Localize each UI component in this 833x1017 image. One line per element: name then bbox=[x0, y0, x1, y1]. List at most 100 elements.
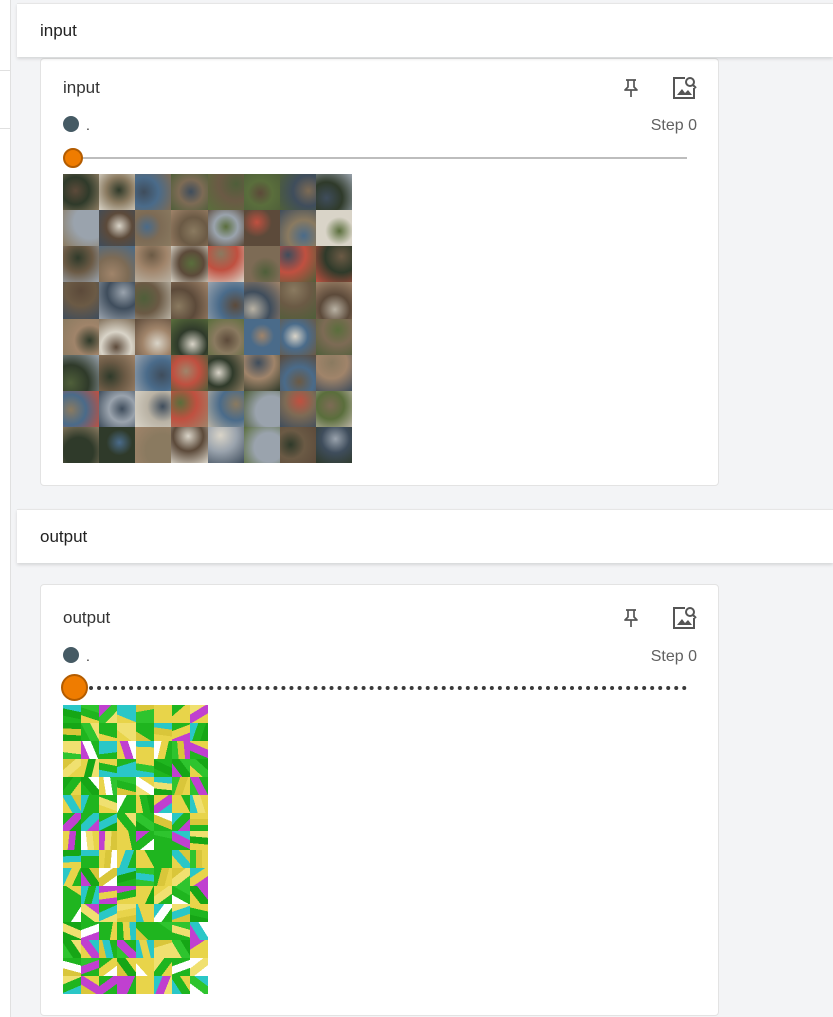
image-thumbnail bbox=[189, 831, 208, 850]
step-label: Step 0 bbox=[650, 117, 697, 134]
image-thumbnail bbox=[117, 705, 136, 724]
image-thumbnail bbox=[153, 939, 172, 958]
image-thumbnail bbox=[243, 282, 280, 319]
image-thumbnail bbox=[99, 957, 118, 976]
image-thumbnail bbox=[171, 318, 208, 355]
image-thumbnail bbox=[189, 759, 208, 778]
image-thumbnail bbox=[117, 741, 136, 760]
image-thumbnail bbox=[171, 813, 190, 832]
image-thumbnail bbox=[63, 705, 82, 724]
image-expand-icon[interactable] bbox=[669, 73, 699, 103]
image-thumbnail bbox=[171, 282, 208, 319]
image-thumbnail bbox=[81, 795, 100, 814]
left-sidebar bbox=[0, 0, 11, 1017]
image-thumbnail bbox=[63, 885, 82, 904]
image-thumbnail bbox=[171, 705, 190, 724]
image-thumbnail bbox=[171, 723, 190, 742]
image-thumbnail bbox=[171, 957, 190, 976]
image-thumbnail bbox=[279, 174, 316, 211]
image-thumbnail bbox=[171, 849, 190, 868]
image-thumbnail bbox=[189, 903, 208, 922]
image-thumbnail bbox=[279, 318, 316, 355]
image-thumbnail bbox=[153, 921, 172, 940]
pin-icon[interactable] bbox=[616, 73, 646, 103]
image-thumbnail bbox=[171, 795, 190, 814]
image-thumbnail bbox=[153, 975, 172, 994]
slider-thumb[interactable] bbox=[61, 674, 88, 701]
image-thumbnail bbox=[99, 867, 118, 886]
image-thumbnail bbox=[63, 849, 82, 868]
slider-thumb[interactable] bbox=[63, 148, 83, 168]
image-thumbnail bbox=[135, 723, 154, 742]
image-thumbnail bbox=[117, 813, 136, 832]
image-thumbnail bbox=[135, 318, 172, 355]
image-thumbnail bbox=[189, 795, 208, 814]
image-thumbnail bbox=[189, 813, 208, 832]
image-thumbnail bbox=[243, 210, 280, 247]
image-thumbnail bbox=[135, 390, 172, 427]
image-thumbnail bbox=[135, 867, 154, 886]
image-thumbnail bbox=[315, 174, 352, 211]
image-thumbnail bbox=[117, 849, 136, 868]
image-thumbnail bbox=[117, 975, 136, 994]
image-thumbnail bbox=[63, 831, 82, 850]
image-thumbnail bbox=[153, 957, 172, 976]
image-thumbnail bbox=[135, 759, 154, 778]
step-slider[interactable] bbox=[63, 146, 687, 170]
image-thumbnail bbox=[63, 390, 100, 427]
image-thumbnail bbox=[153, 759, 172, 778]
image-thumbnail bbox=[63, 282, 100, 319]
group-header-input[interactable]: input bbox=[17, 3, 833, 57]
image-expand-icon[interactable] bbox=[669, 603, 699, 633]
image-thumbnail bbox=[99, 705, 118, 724]
image-thumbnail bbox=[81, 939, 100, 958]
image-thumbnail bbox=[279, 246, 316, 283]
image-thumbnail bbox=[135, 426, 172, 463]
image-thumbnail bbox=[99, 939, 118, 958]
image-thumbnail bbox=[207, 210, 244, 247]
image-thumbnail bbox=[81, 867, 100, 886]
image-thumbnail bbox=[171, 939, 190, 958]
image-thumbnail bbox=[171, 174, 208, 211]
image-thumbnail bbox=[189, 849, 208, 868]
image-thumbnail bbox=[171, 390, 208, 427]
image-thumbnail bbox=[99, 777, 118, 796]
pin-icon[interactable] bbox=[616, 603, 646, 633]
dashboard-main: input input . Step 0 output output . Ste… bbox=[17, 0, 833, 1017]
image-thumbnail bbox=[117, 885, 136, 904]
image-thumbnail bbox=[63, 975, 82, 994]
image-thumbnail bbox=[315, 282, 352, 319]
image-thumbnail bbox=[243, 426, 280, 463]
image-thumbnail bbox=[135, 939, 154, 958]
image-thumbnail bbox=[207, 354, 244, 391]
image-thumbnail bbox=[171, 867, 190, 886]
image-thumbnail bbox=[99, 174, 136, 211]
image-thumbnail bbox=[63, 939, 82, 958]
image-thumbnail bbox=[81, 813, 100, 832]
image-thumbnail bbox=[153, 903, 172, 922]
image-thumbnail bbox=[207, 426, 244, 463]
image-thumbnail bbox=[81, 885, 100, 904]
step-slider[interactable] bbox=[61, 674, 687, 701]
image-thumbnail bbox=[99, 813, 118, 832]
image-thumbnail bbox=[243, 390, 280, 427]
image-thumbnail bbox=[189, 939, 208, 958]
image-thumbnail bbox=[135, 813, 154, 832]
image-thumbnail bbox=[135, 210, 172, 247]
image-thumbnail bbox=[117, 939, 136, 958]
image-thumbnail bbox=[153, 885, 172, 904]
image-thumbnail bbox=[153, 813, 172, 832]
step-label: Step 0 bbox=[650, 648, 697, 665]
image-thumbnail bbox=[171, 831, 190, 850]
image-thumbnail bbox=[171, 777, 190, 796]
group-header-output[interactable]: output bbox=[17, 509, 833, 563]
image-thumbnail bbox=[315, 246, 352, 283]
image-thumbnail bbox=[207, 318, 244, 355]
image-thumbnail bbox=[153, 831, 172, 850]
image-thumbnail bbox=[117, 867, 136, 886]
image-card-input: input . Step 0 bbox=[40, 58, 719, 486]
image-thumbnail bbox=[63, 354, 100, 391]
image-thumbnail bbox=[279, 426, 316, 463]
image-thumbnail bbox=[81, 741, 100, 760]
image-thumbnail bbox=[135, 957, 154, 976]
